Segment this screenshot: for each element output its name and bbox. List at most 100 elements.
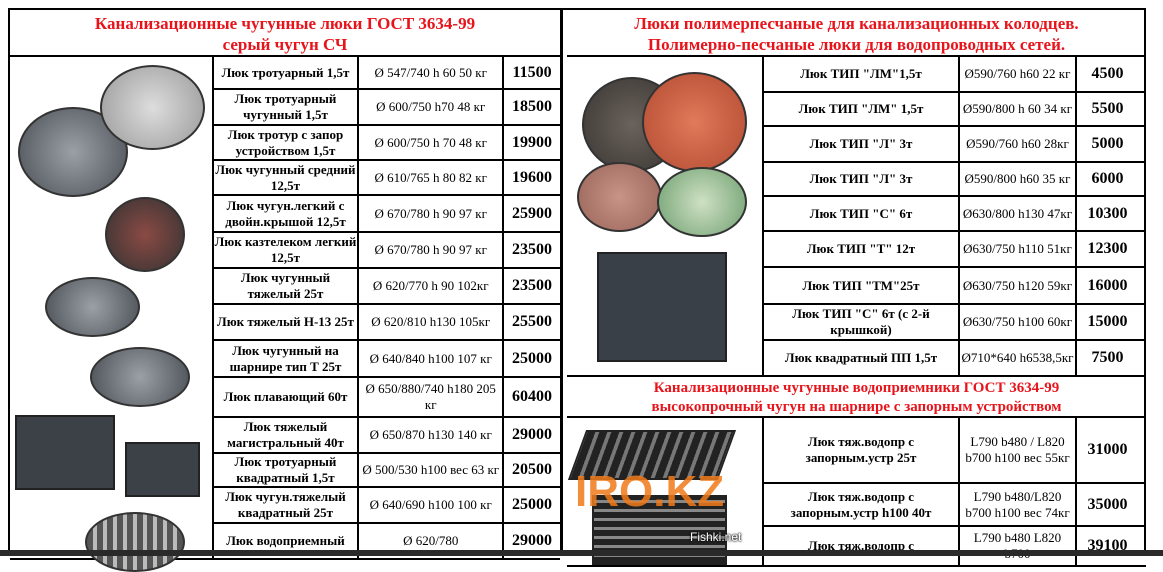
square-hatch-photo [125, 442, 200, 497]
cell-price: 4500 [1075, 57, 1138, 91]
cell-spec: Ø 670/780 h 90 97 кг [357, 196, 502, 231]
cell-name: Люк тяжелый Н-13 25т [211, 305, 358, 339]
table-row: Люк ТИП "С" 6т (с 2-й крышкой) Ø630/750 h… [567, 305, 1146, 341]
table-row: Люк тротуарный чугунный 1,5т Ø 600/750 h7… [10, 90, 560, 126]
title-line: серый чугун СЧ [222, 35, 348, 54]
cell-price: 18500 [502, 90, 560, 124]
table-row: Люк ТИП "ТМ"25т Ø630/750 h120 59кг 16000 [567, 268, 1146, 305]
polymer-hatch-photo [657, 167, 747, 237]
table-row: Люк ТИП "С" 6т Ø630/800 h130 47кг 10300 [567, 197, 1146, 232]
cell-price: 6000 [1075, 163, 1138, 195]
cell-price: 31000 [1075, 418, 1138, 482]
cell-spec: Ø630/750 h100 60кг [958, 305, 1075, 339]
cell-spec: L790 b480 L820 b700 [958, 527, 1075, 565]
cell-spec: Ø630/750 h120 59кг [958, 268, 1075, 303]
cell-name: Люк чугун.тяжелый квадратный 25т [211, 488, 358, 522]
cell-name: Люк тяж.водопр с [762, 527, 958, 565]
cell-spec: Ø 500/530 h100 вес 63 кг [357, 454, 502, 486]
table-row: Люк тротуарный 1,5т Ø 547/740 h 60 50 кг 1… [10, 57, 560, 90]
cell-price: 19600 [502, 161, 560, 194]
cell-spec: Ø 670/780 h 90 97 кг [357, 233, 502, 267]
source-mark: Fishki.net [690, 530, 742, 544]
price-list-document: Канализационные чугунные люки ГОСТ 3634-… [8, 8, 1146, 572]
cell-name: Люк ТИП "С" 6т (с 2-й крышкой) [762, 305, 958, 339]
hatch-photo [45, 277, 140, 337]
cell-name: Люк ТИП "ЛМ" 1,5т [762, 93, 958, 125]
cell-name: Люк ТИП "Л" 3т [762, 127, 958, 161]
cell-spec: L790 b480 / L820 b700 h100 вес 55кг [958, 418, 1075, 482]
table-row: Люк ТИП "Т" 12т Ø630/750 h110 51кг 12300 [567, 232, 1146, 268]
square-polymer-hatch-photo [597, 252, 727, 362]
square-hatch-photo [15, 415, 115, 490]
cell-spec: Ø630/750 h110 51кг [958, 232, 1075, 266]
cell-name: Люк ТИП "С" 6т [762, 197, 958, 230]
cell-name: Люк ТИП "ЛМ"1,5т [762, 57, 958, 91]
cell-name: Люк тяж.водопр с запорным.устр h100 40т [762, 484, 958, 525]
cell-spec: Ø 547/740 h 60 50 кг [357, 57, 502, 88]
section-title: Канализационные чугунные люки ГОСТ 3634-… [10, 10, 560, 57]
cell-price: 5500 [1075, 93, 1138, 125]
title-line: Люки полимерпесчаные для канализационных… [634, 14, 1079, 33]
cell-name: Люк водоприемный [211, 524, 358, 558]
cell-price: 16000 [1075, 268, 1138, 303]
cell-price: 23500 [502, 233, 560, 267]
cell-price: 15000 [1075, 305, 1138, 339]
cell-price: 39100 [1075, 527, 1138, 565]
cell-price: 20500 [502, 454, 560, 486]
cell-spec: Ø 610/765 h 80 82 кг [357, 161, 502, 194]
table-row: Люк плавающий 60т Ø 650/880/740 h180 205 … [10, 378, 560, 418]
title-line: Канализационные чугунные люки ГОСТ 3634-… [94, 14, 476, 33]
table-row: Люк ТИП "Л" 3т Ø590/800 h60 35 кг 6000 [567, 163, 1146, 197]
cell-spec: Ø590/800 h 60 34 кг [958, 93, 1075, 125]
cell-price: 5000 [1075, 127, 1138, 161]
table-row: Люк ТИП "Л" 3т Ø590/760 h60 28кг 5000 [567, 127, 1146, 163]
hatch-photo [90, 347, 190, 407]
cell-spec: Ø 600/750 h70 48 кг [357, 90, 502, 124]
product-photos [10, 57, 212, 572]
table-row: Люк чугунный средний 12,5т Ø 610/765 h 80… [10, 161, 560, 196]
cell-name: Люк ТИП "ТМ"25т [762, 268, 958, 303]
polymer-hatches-section: Люки полимерпесчаные для канализационных… [567, 10, 1146, 567]
cell-spec: Ø590/800 h60 35 кг [958, 163, 1075, 195]
cell-price: 19900 [502, 126, 560, 159]
cell-spec: Ø 620/810 h130 105кг [357, 305, 502, 339]
bottom-strip [0, 550, 1163, 556]
cell-spec: Ø 600/750 h 70 48 кг [357, 126, 502, 159]
cell-name: Люк чугунный средний 12,5т [211, 161, 358, 194]
hatch-photo [105, 197, 185, 272]
section-title: Люки полимерпесчаные для канализационных… [567, 10, 1146, 57]
table-row: Люк тротуарный квадратный 1,5т Ø 500/530 … [10, 454, 560, 488]
cell-spec: Ø590/760 h60 22 кг [958, 57, 1075, 91]
cell-spec: Ø710*640 h6538,5кг [958, 341, 1075, 375]
cell-name: Люк ТИП "Л" 3т [762, 163, 958, 195]
table-row: Люк тяжелый Н-13 25т Ø 620/810 h130 105кг… [10, 305, 560, 341]
table-row: Люк казтелеком легкий 12,5т Ø 670/780 h 9… [10, 233, 560, 269]
cell-name: Люк тяж.водопр с запорным.устр 25т [762, 418, 958, 482]
cell-price: 29000 [502, 418, 560, 452]
table-row: Люк тяж.водопр с запорным.устр h100 40т L… [567, 484, 1146, 527]
cell-spec: Ø590/760 h60 28кг [958, 127, 1075, 161]
cell-name: Люк ТИП "Т" 12т [762, 232, 958, 266]
cell-price: 29000 [502, 524, 560, 558]
subsection-title: Канализационные чугунные водоприемники Г… [567, 377, 1146, 418]
table-row: Люк ТИП "ЛМ" 1,5т Ø590/800 h 60 34 кг 5500 [567, 93, 1146, 127]
table-row: Люк чугунный на шарнире тип Т 25т Ø 640/8… [10, 341, 560, 378]
cell-name: Люк тротуарный чугунный 1,5т [211, 90, 358, 124]
cell-name: Люк чугунный на шарнире тип Т 25т [211, 341, 358, 376]
table-row: Люк тяжелый магистральный 40т Ø 650/870 h… [10, 418, 560, 454]
cell-price: 60400 [502, 378, 560, 416]
cell-price: 25000 [502, 341, 560, 376]
cell-name: Люк плавающий 60т [211, 378, 358, 416]
table-row: Люк чугун.легкий с двойн.крышой 12,5т Ø 6… [10, 196, 560, 233]
product-photos [567, 420, 762, 565]
cell-price: 11500 [502, 57, 560, 88]
cell-spec: Ø630/800 h130 47кг [958, 197, 1075, 230]
hatch-photo [100, 65, 205, 150]
cell-name: Люк казтелеком легкий 12,5т [211, 233, 358, 267]
watermark: IRO.KZ [575, 467, 725, 516]
cell-name: Люк квадратный ПП 1,5т [762, 341, 958, 375]
cell-price: 25000 [502, 488, 560, 522]
cast-iron-hatches-section: Канализационные чугунные люки ГОСТ 3634-… [10, 10, 563, 572]
cell-spec: Ø 650/870 h130 140 кг [357, 418, 502, 452]
cell-name: Люк чугун.легкий с двойн.крышой 12,5т [211, 196, 358, 231]
